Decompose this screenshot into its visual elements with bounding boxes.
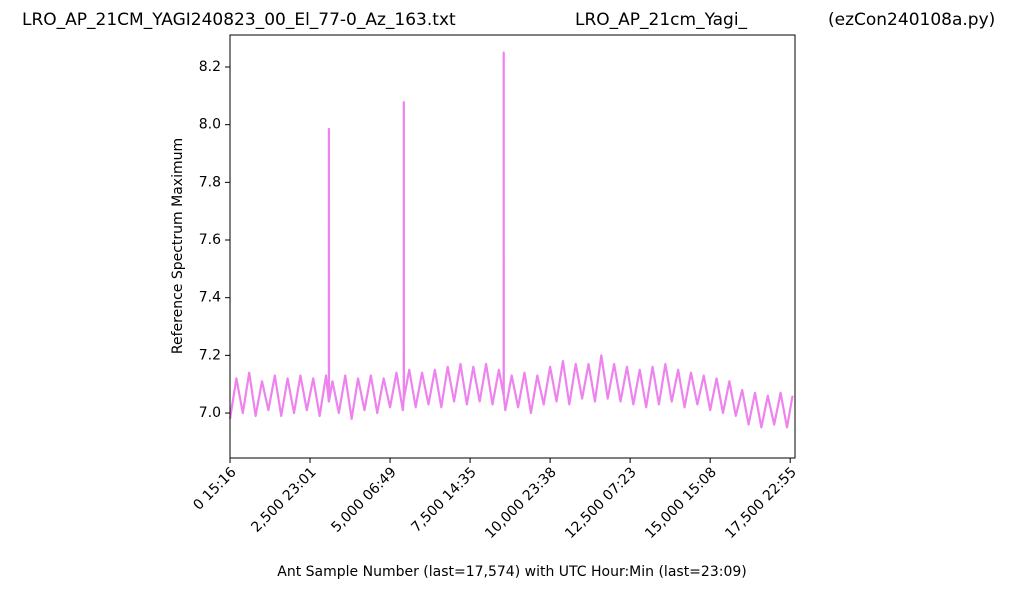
chart-title: LRO_AP_21cm_Yagi_ <box>575 10 748 30</box>
y-tick-label: 8.0 <box>199 117 221 133</box>
title-right: (ezCon240108a.py) <box>828 10 995 30</box>
y-tick-label: 7.2 <box>199 347 221 363</box>
title-left: LRO_AP_21CM_YAGI240823_00_El_77-0_Az_163… <box>22 10 456 30</box>
x-tick-label: 5,000 06:49 <box>328 464 399 535</box>
data-line <box>228 51 794 429</box>
y-tick-label: 7.0 <box>199 405 221 421</box>
x-axis-label: Ant Sample Number (last=17,574) with UTC… <box>277 564 746 580</box>
y-tick-label: 7.8 <box>199 174 221 190</box>
x-tick-label: 7,500 14:35 <box>408 464 479 535</box>
y-axis-label: Reference Spectrum Maximum <box>170 138 186 354</box>
plot-frame <box>229 34 796 459</box>
x-tick-label: 2,500 23:01 <box>248 464 319 535</box>
x-tick-label: 0 15:16 <box>190 464 239 513</box>
y-tick-label: 7.4 <box>199 290 221 306</box>
y-tick-label: 7.6 <box>199 232 221 248</box>
x-tick-label: 17,500 22:55 <box>722 464 800 542</box>
x-tick-label: 15,000 15:08 <box>642 464 720 542</box>
y-tick-label: 8.2 <box>199 59 221 75</box>
x-tick-label: 10,000 23:38 <box>482 464 560 542</box>
x-tick-label: 12,500 07:23 <box>562 464 640 542</box>
